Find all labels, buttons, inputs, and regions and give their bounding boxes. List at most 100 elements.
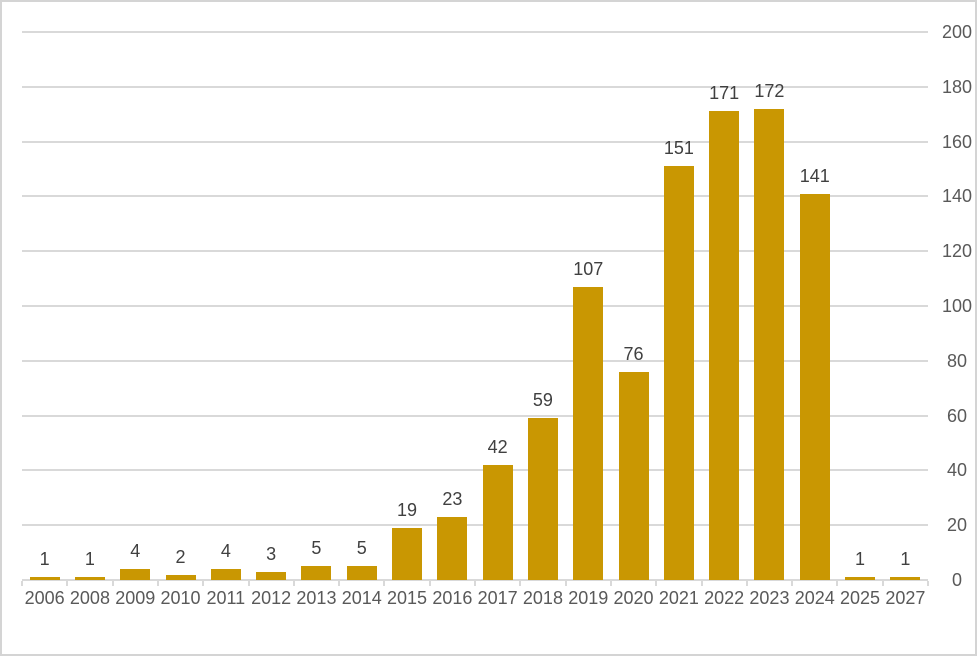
y-tick-label: 140 bbox=[941, 186, 973, 207]
gridline bbox=[22, 140, 928, 143]
x-tick-label: 2019 bbox=[568, 588, 609, 608]
x-axis-line bbox=[22, 579, 928, 581]
bar-value-label: 141 bbox=[799, 165, 830, 186]
x-tick-label: 2018 bbox=[522, 588, 563, 608]
bar bbox=[618, 371, 649, 580]
x-axis-tick bbox=[66, 581, 69, 586]
gridline bbox=[22, 469, 928, 472]
bar-value-label: 107 bbox=[573, 258, 604, 279]
x-tick-label: 2016 bbox=[432, 588, 473, 608]
y-tick-label: 200 bbox=[941, 22, 973, 42]
gridline bbox=[22, 250, 928, 253]
bar-value-label: 42 bbox=[487, 436, 508, 457]
x-tick-label: 2012 bbox=[251, 588, 292, 608]
bar bbox=[709, 111, 740, 580]
x-tick-label: 2010 bbox=[160, 588, 201, 608]
x-axis-tick bbox=[655, 581, 658, 586]
gridline bbox=[22, 305, 928, 307]
x-axis-tick bbox=[338, 581, 341, 586]
x-axis-tick bbox=[202, 581, 205, 586]
gridline bbox=[22, 524, 928, 527]
x-axis-tick bbox=[791, 581, 794, 586]
x-tick-label: 2021 bbox=[658, 588, 699, 608]
bar bbox=[845, 577, 876, 580]
gridline bbox=[22, 31, 928, 33]
bar bbox=[210, 569, 241, 580]
bar-value-label: 4 bbox=[130, 541, 141, 562]
x-tick-label: 2020 bbox=[613, 588, 654, 608]
gridline bbox=[22, 195, 928, 198]
bar-value-label: 172 bbox=[754, 80, 785, 101]
gridline bbox=[22, 414, 928, 417]
x-tick-label: 2008 bbox=[69, 588, 110, 608]
bar bbox=[301, 566, 332, 580]
x-tick-label: 2014 bbox=[341, 588, 382, 608]
x-tick-label: 2015 bbox=[387, 588, 428, 608]
bar bbox=[799, 193, 830, 580]
gridline bbox=[22, 359, 928, 362]
y-tick-label: 120 bbox=[941, 241, 973, 262]
bar bbox=[482, 464, 513, 580]
x-tick-label: 2023 bbox=[749, 588, 790, 608]
bar bbox=[256, 571, 287, 580]
x-tick-label: 2013 bbox=[296, 588, 337, 608]
bar-value-label: 23 bbox=[442, 488, 463, 509]
bar-value-label: 2 bbox=[175, 546, 186, 567]
bar bbox=[120, 569, 151, 580]
bar-value-label: 19 bbox=[397, 499, 418, 520]
gridline bbox=[22, 85, 928, 88]
y-tick-label: 20 bbox=[946, 515, 968, 536]
x-tick-label: 2025 bbox=[840, 588, 881, 608]
x-tick-label: 2017 bbox=[477, 588, 518, 608]
x-axis-tick bbox=[609, 581, 612, 586]
x-axis-tick bbox=[700, 581, 703, 586]
bar bbox=[74, 577, 105, 580]
bar bbox=[165, 574, 196, 580]
x-axis-tick bbox=[745, 581, 748, 586]
x-axis-tick bbox=[292, 581, 295, 586]
bar-value-label: 59 bbox=[532, 390, 553, 411]
bar bbox=[392, 527, 423, 580]
bar-value-label: 1 bbox=[855, 549, 866, 570]
bar-value-label: 1 bbox=[39, 549, 50, 570]
x-axis-tick bbox=[428, 581, 431, 586]
y-tick-label: 60 bbox=[946, 405, 968, 426]
y-tick-label: 40 bbox=[946, 460, 968, 481]
x-axis-tick bbox=[111, 581, 114, 586]
bar bbox=[437, 516, 468, 580]
bar bbox=[754, 108, 785, 580]
x-axis-tick bbox=[21, 581, 23, 586]
x-tick-label: 2024 bbox=[794, 588, 835, 608]
bar-value-label: 5 bbox=[356, 538, 367, 559]
x-axis-tick bbox=[519, 581, 522, 586]
bar-value-label: 1 bbox=[900, 549, 911, 570]
y-tick-label: 0 bbox=[951, 570, 962, 590]
x-axis-tick bbox=[836, 581, 839, 586]
x-axis-tick bbox=[383, 581, 386, 586]
x-axis-tick bbox=[156, 581, 159, 586]
bar bbox=[527, 418, 558, 580]
bar-value-label: 151 bbox=[663, 138, 694, 159]
x-axis-tick bbox=[247, 581, 250, 586]
bar-value-label: 3 bbox=[266, 543, 277, 564]
y-tick-label: 80 bbox=[946, 350, 968, 371]
y-tick-label: 180 bbox=[941, 76, 973, 97]
bar bbox=[346, 566, 377, 580]
bar-value-label: 5 bbox=[311, 538, 322, 559]
x-axis-tick bbox=[881, 581, 884, 586]
bar-value-label: 4 bbox=[220, 541, 231, 562]
x-axis-tick bbox=[927, 581, 929, 586]
bar-value-label: 76 bbox=[623, 343, 644, 364]
bar bbox=[573, 286, 604, 580]
x-tick-label: 2011 bbox=[206, 588, 246, 608]
bar bbox=[29, 577, 60, 580]
bar-value-label: 1 bbox=[84, 549, 95, 570]
y-tick-label: 160 bbox=[941, 131, 973, 152]
x-tick-label: 2009 bbox=[115, 588, 156, 608]
bar bbox=[663, 166, 694, 580]
x-tick-label: 2027 bbox=[885, 588, 926, 608]
x-tick-label: 2006 bbox=[24, 588, 65, 608]
bar-value-label: 171 bbox=[709, 83, 740, 104]
